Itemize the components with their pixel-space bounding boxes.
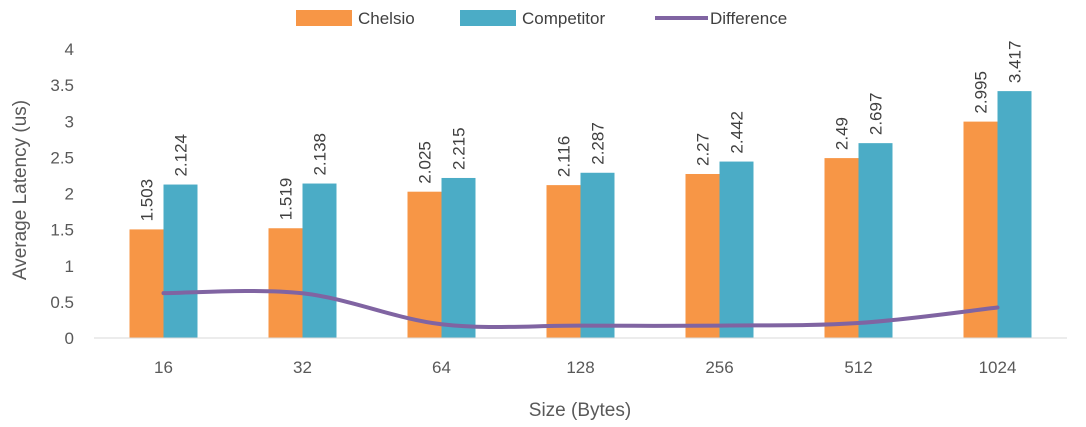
legend-label-competitor: Competitor [522,9,605,28]
bar-chelsio-16 [129,229,164,338]
data-label-competitor-16: 2.124 [172,134,191,177]
bar-competitor-128 [580,172,615,338]
x-tick-label: 512 [844,358,872,377]
data-label-competitor-1024: 3.417 [1006,41,1025,84]
x-tick-label: 1024 [979,358,1017,377]
y-tick-label: 3 [65,112,74,131]
y-tick-label: 4 [65,40,74,59]
y-axis-ticks: 0 0.5 1 1.5 2 2.5 3 3.5 4 [50,40,74,348]
x-tick-label: 16 [154,358,173,377]
legend-label-chelsio: Chelsio [358,9,415,28]
bars [129,91,1032,338]
y-tick-label: 1 [65,257,74,276]
bar-chelsio-64 [407,191,442,338]
y-tick-label: 3.5 [50,76,74,95]
difference-line-layer [161,288,1000,330]
data-label-competitor-32: 2.138 [311,133,330,176]
data-label-competitor-256: 2.442 [728,111,747,154]
data-label-competitor-64: 2.215 [450,127,469,170]
y-tick-label: 0.5 [50,293,74,312]
data-label-chelsio-256: 2.27 [694,133,713,166]
data-label-chelsio-512: 2.49 [833,117,852,150]
bar-chelsio-1024 [963,121,998,338]
y-tick-label: 0 [65,329,74,348]
data-label-chelsio-128: 2.116 [555,136,574,177]
x-axis-ticks: 16 32 64 128 256 512 1024 [154,358,1016,377]
y-tick-label: 1.5 [50,221,74,240]
bar-competitor-16 [163,184,198,338]
legend-swatch-competitor [460,10,516,26]
y-axis-title: Average Latency (us) [10,100,31,280]
x-tick-label: 32 [293,358,312,377]
data-label-chelsio-16: 1.503 [138,179,157,222]
legend-label-difference: Difference [710,9,787,28]
x-axis-title: Size (Bytes) [529,400,631,421]
data-labels: 1.503 1.519 2.025 2.116 2.27 2.49 2.995 2.124 2.… [138,41,1025,222]
y-tick-label: 2 [65,185,74,204]
legend: Chelsio Competitor Difference [296,9,787,28]
legend-swatch-chelsio [296,10,352,26]
x-tick-label: 64 [432,358,451,377]
bar-competitor-1024 [997,91,1032,338]
data-label-competitor-512: 2.697 [867,93,886,136]
x-tick-label: 128 [566,358,594,377]
data-label-chelsio-1024: 2.995 [972,71,991,114]
bar-chelsio-512 [824,158,859,338]
bar-competitor-64 [441,177,476,338]
y-tick-label: 2.5 [50,148,74,167]
x-tick-label: 256 [705,358,733,377]
bar-competitor-32 [302,183,337,338]
data-label-chelsio-32: 1.519 [277,178,296,221]
bar-competitor-256 [719,161,754,338]
data-label-chelsio-64: 2.025 [416,141,435,184]
bar-competitor-512 [858,143,893,338]
data-label-competitor-128: 2.287 [589,122,608,165]
bar-chelsio-32 [268,228,303,338]
bar-chelsio-128 [546,185,581,338]
bar-chelsio-256 [685,173,720,338]
